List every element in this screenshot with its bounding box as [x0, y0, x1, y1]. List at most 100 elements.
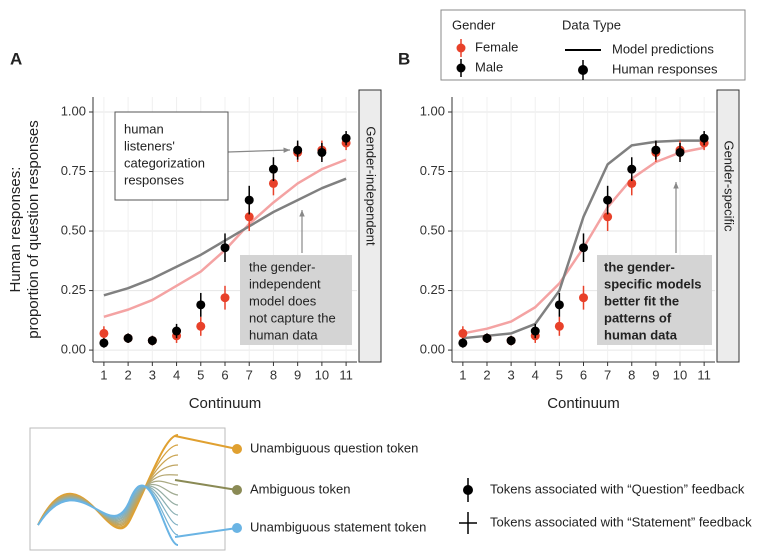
- token-marker: [232, 523, 242, 533]
- data-point: [147, 336, 157, 346]
- data-point: [482, 333, 492, 343]
- facet-label: Gender-independent: [364, 126, 379, 246]
- legend-label: Female: [475, 39, 518, 54]
- data-point: [268, 164, 278, 174]
- annotation-text: the gender-: [249, 259, 316, 274]
- y-axis-title: Human responses:: [7, 167, 24, 293]
- x-axis-title: Continuum: [547, 395, 620, 412]
- annotation-box: [240, 255, 352, 345]
- panel-label: A: [10, 49, 22, 68]
- annotation-arrow: [227, 149, 291, 153]
- data-point: [675, 147, 685, 157]
- token-marker: [232, 485, 242, 495]
- legend-point: [456, 43, 466, 53]
- data-point: [123, 333, 133, 343]
- y-tick-label: 0.50: [61, 222, 86, 237]
- legend-label: Human responses: [612, 61, 718, 76]
- y-tick-label: 0.50: [420, 222, 445, 237]
- legend-point: [463, 485, 473, 495]
- x-tick-label: 7: [604, 367, 611, 382]
- x-tick-label: 6: [580, 367, 587, 382]
- x-tick-label: 8: [270, 367, 277, 382]
- legend-point: [578, 65, 588, 75]
- x-tick-label: 11: [339, 367, 353, 382]
- token-label: Unambiguous statement token: [250, 519, 426, 534]
- data-point: [196, 321, 206, 331]
- x-tick-label: 11: [697, 367, 711, 382]
- token-label: Unambiguous question token: [250, 440, 418, 455]
- y-axis-title: proportion of question responses: [25, 120, 42, 338]
- data-point: [554, 300, 564, 310]
- legend-label: Male: [475, 59, 503, 74]
- x-tick-label: 1: [459, 367, 466, 382]
- illustration-curve: [37, 484, 179, 546]
- annotation-text: specific models: [604, 276, 702, 291]
- legend-label: Model predictions: [612, 41, 714, 56]
- x-tick-label: 5: [556, 367, 563, 382]
- data-point: [699, 133, 709, 143]
- x-tick-label: 3: [507, 367, 514, 382]
- legend-box: [440, 9, 746, 81]
- y-tick-label: 0.00: [61, 342, 86, 357]
- data-point: [530, 326, 540, 336]
- arrow-head: [673, 182, 679, 189]
- annotation-text: better fit the: [604, 293, 679, 308]
- arrow-head: [283, 147, 290, 153]
- data-point: [627, 164, 637, 174]
- x-tick-label: 10: [315, 367, 329, 382]
- annotation-box: [114, 111, 229, 201]
- token-marker: [232, 444, 242, 454]
- y-tick-label: 0.00: [420, 342, 445, 357]
- data-point: [196, 300, 206, 310]
- data-point: [506, 336, 516, 346]
- data-point: [579, 293, 588, 303]
- x-tick-label: 4: [173, 367, 180, 382]
- x-tick-label: 5: [197, 367, 204, 382]
- data-point: [579, 243, 588, 253]
- data-point: [603, 195, 613, 205]
- y-tick-label: 0.75: [61, 163, 86, 178]
- y-tick-label: 0.25: [61, 282, 86, 297]
- annotation-text: the gender-: [604, 259, 675, 274]
- data-point: [244, 212, 254, 222]
- token-connector: [174, 435, 238, 450]
- legend-title: Gender: [452, 17, 496, 32]
- data-point: [458, 338, 468, 348]
- model-line: [462, 139, 705, 340]
- annotation-text: not capture the: [249, 310, 336, 325]
- annotation-text: human data: [249, 327, 318, 342]
- annotation-text: independent: [249, 276, 321, 291]
- token-connector: [174, 527, 238, 538]
- legend-point: [456, 63, 466, 73]
- illustration: [37, 434, 179, 546]
- data-point: [293, 145, 303, 155]
- illustration-curve: [37, 483, 179, 526]
- data-point: [458, 328, 468, 338]
- data-point: [554, 321, 564, 331]
- data-point: [99, 328, 109, 338]
- annotation-text: human data: [604, 327, 678, 342]
- legend-title: Data Type: [562, 17, 621, 32]
- x-tick-label: 9: [652, 367, 659, 382]
- x-tick-label: 9: [294, 367, 301, 382]
- annotation-text: human: [124, 121, 164, 136]
- x-tick-label: 3: [149, 367, 156, 382]
- facet-strip: [358, 89, 382, 363]
- x-tick-label: 1: [100, 367, 107, 382]
- data-point: [341, 133, 351, 143]
- x-tick-label: 6: [221, 367, 228, 382]
- annotation-text: model does: [249, 293, 317, 308]
- x-tick-label: 2: [483, 367, 490, 382]
- data-point: [99, 338, 109, 348]
- data-point: [220, 243, 230, 253]
- x-tick-label: 10: [673, 367, 687, 382]
- annotation-text: responses: [124, 172, 184, 187]
- annotation-text: categorization: [124, 155, 205, 170]
- panel-label: B: [398, 49, 410, 68]
- annotation-text: listeners': [124, 138, 175, 153]
- feedback-label: Tokens associated with “Statement” feedb…: [490, 514, 752, 529]
- data-point: [244, 195, 254, 205]
- annotation-box: [597, 255, 712, 345]
- arrow-head: [299, 210, 305, 217]
